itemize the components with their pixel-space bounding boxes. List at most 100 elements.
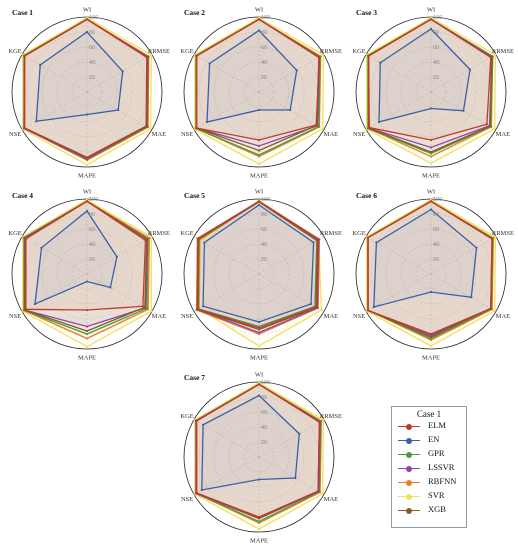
axis-label-rrmse: RRMSE bbox=[492, 230, 514, 237]
series-svr-point bbox=[150, 53, 153, 57]
axis-spoke bbox=[365, 273, 432, 312]
series-svr-point bbox=[257, 344, 261, 348]
series-en-point bbox=[470, 296, 473, 299]
series-en-point bbox=[429, 290, 433, 294]
legend-item-svr: SVR bbox=[392, 489, 466, 503]
series-elm-point bbox=[318, 56, 321, 59]
series-svr-point bbox=[322, 418, 325, 421]
axis-label-mae: MAE bbox=[324, 313, 338, 320]
tick-label: 40 bbox=[433, 60, 439, 66]
axis-spoke bbox=[193, 91, 260, 130]
axis-spoke bbox=[258, 419, 325, 458]
axis-label-mape: MAPE bbox=[422, 173, 440, 180]
series-elm-point bbox=[195, 419, 198, 423]
series-en-point bbox=[377, 120, 381, 124]
axis-label-rrmse: RRMSE bbox=[320, 48, 342, 55]
legend-marker bbox=[406, 451, 412, 458]
series-en-point bbox=[289, 108, 292, 112]
grid-circle bbox=[415, 258, 447, 290]
axis-label-mae: MAE bbox=[324, 131, 338, 138]
series-elm-point bbox=[197, 238, 200, 241]
series-elm-point bbox=[317, 490, 320, 493]
series-elm-point bbox=[489, 56, 492, 59]
grid-circle bbox=[71, 258, 103, 290]
legend-item-lssvr: LSSVR bbox=[392, 461, 466, 475]
series-xgb-point bbox=[85, 329, 89, 333]
axis-spoke bbox=[365, 236, 432, 275]
tick-label: 60 bbox=[261, 410, 267, 416]
axis-spoke bbox=[258, 54, 325, 93]
grid-circle bbox=[71, 76, 103, 108]
series-svr-point bbox=[257, 162, 261, 166]
grid-circle bbox=[243, 258, 275, 290]
series-svr-point bbox=[257, 527, 261, 531]
tick-label: 60 bbox=[433, 45, 439, 51]
grid-circle bbox=[213, 46, 305, 138]
series-en-point bbox=[39, 63, 42, 67]
tick-label: 20 bbox=[261, 257, 267, 263]
panel-title: Case 1 bbox=[12, 8, 33, 17]
series-elm-point bbox=[257, 515, 261, 519]
series-elm-point bbox=[85, 200, 89, 203]
tick-label: 80 bbox=[261, 395, 267, 401]
axis-label-kge: KGE bbox=[8, 230, 21, 237]
series-gpr-point bbox=[85, 332, 89, 336]
axis-label-wi: WI bbox=[427, 189, 435, 196]
axis-label-mape: MAPE bbox=[78, 355, 96, 362]
series-elm-point bbox=[429, 200, 433, 203]
legend-marker bbox=[406, 493, 412, 500]
grid-circle bbox=[213, 228, 305, 320]
series-elm-point bbox=[195, 126, 198, 130]
panel-title: Case 7 bbox=[184, 373, 205, 382]
series-elm-point bbox=[85, 308, 89, 312]
series-elm-point bbox=[485, 123, 488, 126]
series-elm-point bbox=[257, 18, 261, 21]
axis-label-kge: KGE bbox=[180, 48, 193, 55]
series-en-point bbox=[35, 120, 38, 123]
series-elm-point bbox=[316, 239, 319, 242]
tick-label: 100 bbox=[261, 197, 270, 203]
tick-label: 60 bbox=[89, 227, 95, 233]
tick-label: 100 bbox=[261, 380, 270, 386]
legend-marker bbox=[406, 465, 412, 472]
series-en-point bbox=[295, 69, 298, 72]
axis-spoke bbox=[193, 456, 260, 495]
series-svr-point bbox=[429, 344, 433, 348]
tick-label: 80 bbox=[89, 30, 95, 36]
tick-label: 80 bbox=[433, 30, 439, 36]
legend-item-xgb: XGB bbox=[392, 503, 466, 517]
axis-label-rrmse: RRMSE bbox=[148, 230, 170, 237]
axis-spoke bbox=[258, 236, 325, 275]
axis-spoke bbox=[193, 236, 260, 275]
series-en-point bbox=[205, 120, 209, 124]
series-svr-point bbox=[429, 162, 433, 165]
legend-label: RBFNN bbox=[428, 476, 457, 486]
series-en-point bbox=[429, 107, 433, 110]
axis-label-wi: WI bbox=[255, 372, 263, 379]
grid-circle bbox=[243, 441, 275, 473]
series-en-point bbox=[257, 29, 261, 32]
tick-label: 20 bbox=[89, 75, 95, 81]
series-en-point bbox=[202, 423, 205, 426]
tick-label: 40 bbox=[89, 60, 95, 66]
grid-circle bbox=[213, 411, 305, 503]
axis-spoke bbox=[430, 54, 497, 93]
series-gpr-point bbox=[257, 520, 261, 523]
series-elm-point bbox=[367, 54, 370, 58]
series-xgb-point bbox=[429, 335, 433, 339]
tick-label: 100 bbox=[89, 15, 98, 21]
series-svr-point bbox=[321, 492, 324, 495]
series-elm-point bbox=[489, 307, 492, 310]
series-en-point bbox=[33, 302, 37, 306]
series-svr-point bbox=[322, 53, 325, 57]
axis-label-kge: KGE bbox=[8, 48, 21, 55]
legend-label: LSSVR bbox=[428, 462, 455, 472]
legend-title: Case 1 bbox=[416, 409, 442, 419]
tick-label: 40 bbox=[261, 242, 267, 248]
series-en-point bbox=[312, 241, 315, 244]
tick-label: 60 bbox=[433, 227, 439, 233]
legend-marker bbox=[406, 437, 412, 444]
tick-label: 60 bbox=[89, 45, 95, 51]
